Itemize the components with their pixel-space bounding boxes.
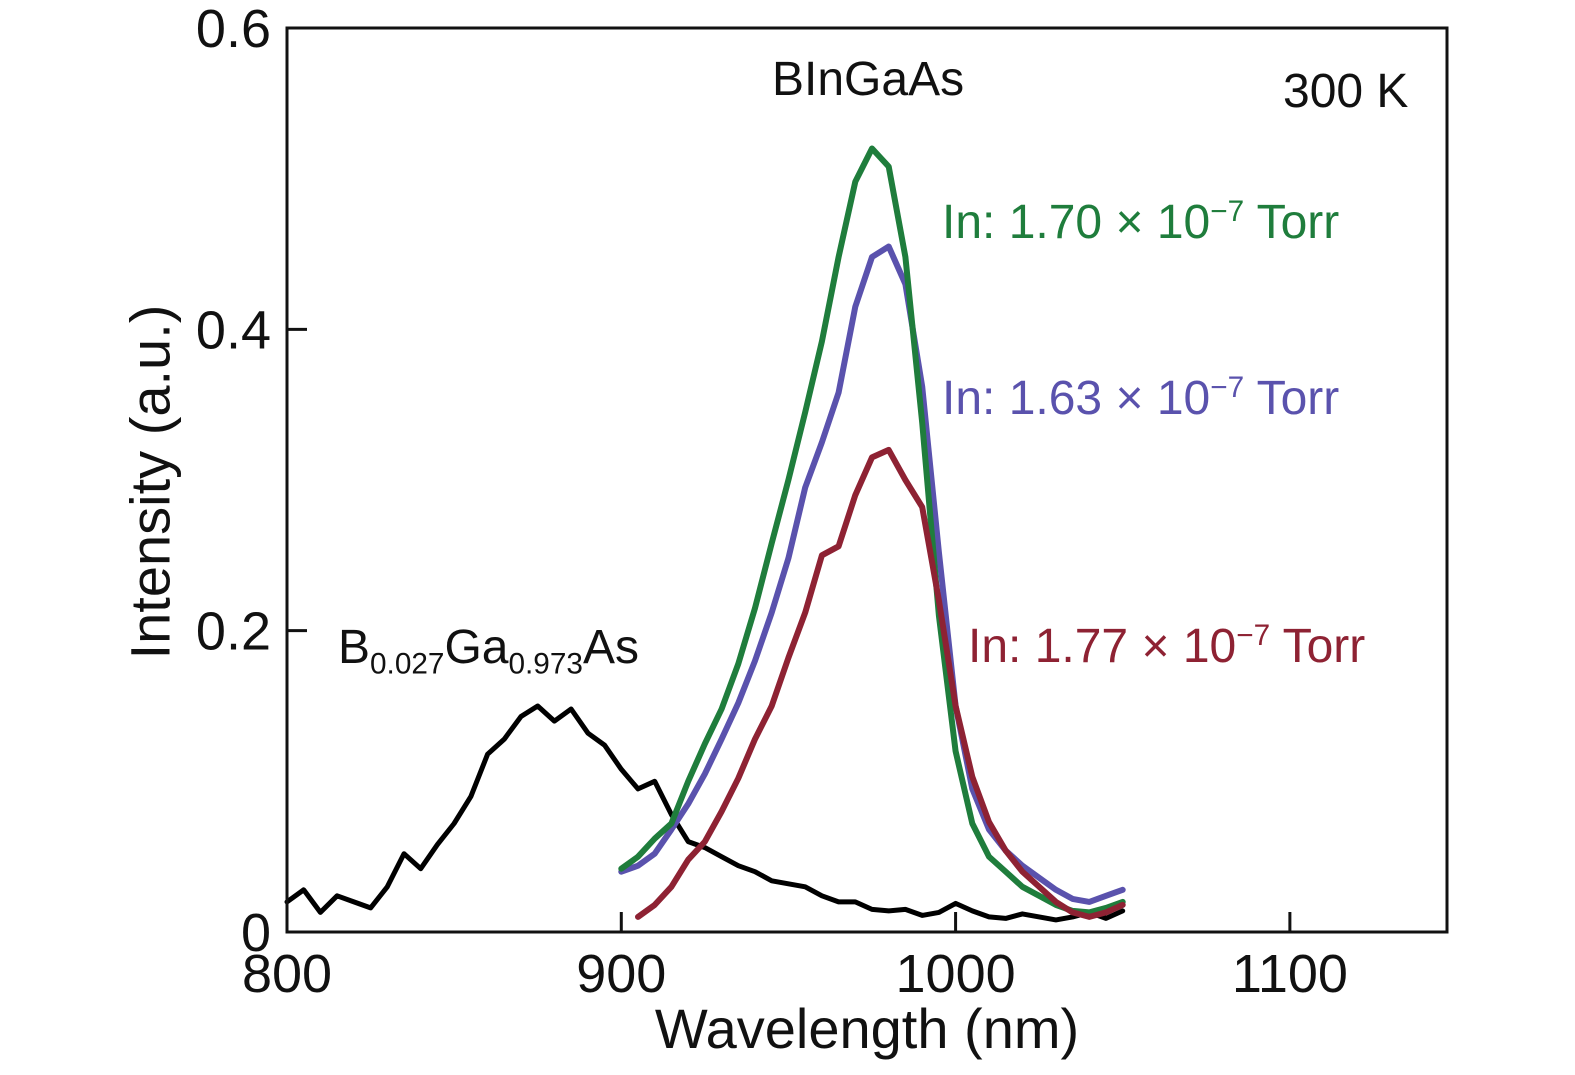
series-curve-in163 [618, 243, 1126, 905]
series-label-in163-unit: Torr [1244, 372, 1340, 425]
series-curve-bgaas [284, 703, 1126, 923]
series-label-bgaas-ga-fraction: 0.973 [508, 647, 583, 681]
series-label-in177-unit: Torr [1270, 620, 1366, 673]
y-tick-label: 0.2 [196, 602, 271, 662]
x-tick-label: 900 [576, 944, 666, 1004]
chart-title: BInGaAs [772, 53, 965, 106]
temperature-label: 300 K [1283, 65, 1409, 118]
series-label-in170-unit: Torr [1244, 196, 1340, 249]
plot-frame [285, 26, 1449, 934]
series-curve-in177 [635, 446, 1126, 920]
series-label-in170-text: In: 1.70 × 10 [942, 196, 1211, 249]
y-tick-label: 0.4 [196, 300, 271, 360]
x-tick-label: 800 [242, 944, 332, 1004]
series-label-bgaas: B0.027Ga0.973As [338, 621, 639, 681]
series-label-bgaas-b-fraction: 0.027 [370, 647, 445, 681]
series-curve-in170 [618, 145, 1126, 916]
series-label-in177-exponent: −7 [1236, 619, 1271, 652]
x-tick-label: 1000 [896, 944, 1016, 1004]
series-label-in163-exponent: −7 [1210, 371, 1245, 404]
y-tick-label: 0.6 [196, 0, 271, 59]
series-label-bgaas-ga: Ga [444, 621, 509, 674]
x-tick-label: 1100 [1232, 944, 1348, 1004]
series-label-in170: In: 1.70 × 10−7 Torr [942, 195, 1340, 250]
series-label-in163-text: In: 1.63 × 10 [942, 372, 1211, 425]
y-axis-label: Intensity (a.u.) [118, 304, 182, 660]
series-label-in163: In: 1.63 × 10−7 Torr [942, 371, 1340, 426]
y-tick-label: 0 [241, 903, 271, 963]
x-axis-label: Wavelength (nm) [654, 997, 1080, 1060]
series-label-in170-exponent: −7 [1210, 195, 1245, 228]
series-label-in177-text: In: 1.77 × 10 [968, 620, 1237, 673]
series-label-bgaas-b: B [338, 621, 371, 674]
series-label-bgaas-as: As [582, 621, 639, 674]
series-label-in177: In: 1.77 × 10−7 Torr [968, 619, 1366, 674]
